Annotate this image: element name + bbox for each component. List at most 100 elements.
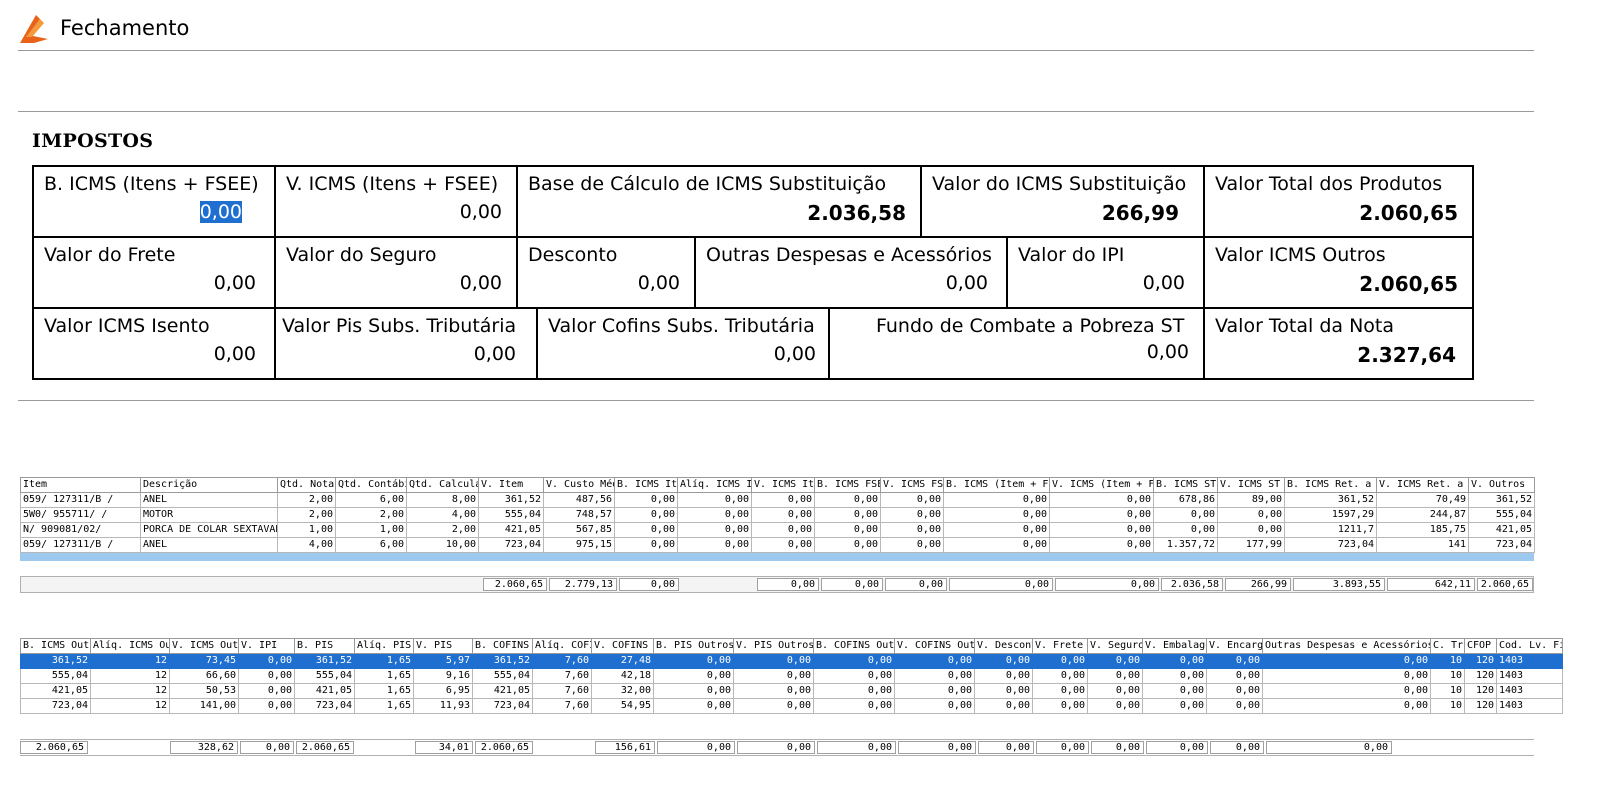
column-header[interactable]: V. Item bbox=[478, 477, 544, 493]
table-cell[interactable]: 1,65 bbox=[354, 653, 414, 669]
column-header[interactable]: C. Trib. bbox=[1430, 638, 1465, 654]
table-row[interactable]: 723,04 12 141,00 0,00 723,04 1,65 11,93 723,04 7… bbox=[20, 698, 1563, 714]
table-cell[interactable]: 0,00 bbox=[1206, 668, 1263, 684]
table-cell[interactable]: 748,57 bbox=[543, 507, 615, 523]
column-header[interactable]: Alíq. ICMS Outros bbox=[90, 638, 170, 654]
table-cell[interactable]: 2,00 bbox=[277, 492, 336, 508]
column-header[interactable]: V. IPI bbox=[238, 638, 295, 654]
table-cell[interactable]: ANEL bbox=[140, 537, 278, 553]
field-value-input[interactable]: 0,00 bbox=[199, 201, 242, 223]
table-cell[interactable]: N/ 909081/02/ bbox=[20, 522, 141, 538]
table-cell[interactable]: 0,00 bbox=[894, 698, 975, 714]
table-cell[interactable]: 244,87 bbox=[1376, 507, 1469, 523]
column-header[interactable]: V. ICMS FSEE bbox=[880, 477, 944, 493]
table-row[interactable]: 059/ 127311/B / ANEL 2,00 6,00 8,00 361,52 487… bbox=[20, 492, 1535, 508]
field-valor-icms-outros[interactable]: Valor ICMS Outros 2.060,65 bbox=[1203, 236, 1474, 309]
field-desconto[interactable]: Desconto 0,00 bbox=[516, 236, 696, 309]
table-cell[interactable]: 89,00 bbox=[1217, 492, 1285, 508]
field-valor-seguro[interactable]: Valor do Seguro 0,00 bbox=[274, 236, 518, 309]
table-cell[interactable]: 723,04 bbox=[472, 698, 533, 714]
table-cell[interactable]: 361,52 bbox=[294, 653, 355, 669]
table-cell[interactable]: 1597,29 bbox=[1284, 507, 1377, 523]
table-row[interactable]: 059/ 127311/B / ANEL 4,00 6,00 10,00 723,04 97… bbox=[20, 537, 1535, 553]
table-cell[interactable]: 12 bbox=[90, 683, 170, 699]
table-cell[interactable]: 0,00 bbox=[238, 698, 295, 714]
table-cell[interactable]: 1,65 bbox=[354, 668, 414, 684]
table-cell[interactable]: 059/ 127311/B / bbox=[20, 537, 141, 553]
table-cell[interactable]: 0,00 bbox=[1032, 698, 1088, 714]
table-cell[interactable]: 421,05 bbox=[478, 522, 544, 538]
table-cell[interactable]: 0,00 bbox=[1206, 683, 1263, 699]
table-cell[interactable]: 0,00 bbox=[880, 492, 944, 508]
column-header[interactable]: Outras Despesas e Acessórios bbox=[1262, 638, 1431, 654]
table-cell[interactable]: 0,00 bbox=[1262, 683, 1431, 699]
table-cell[interactable]: 0,00 bbox=[1153, 507, 1218, 523]
table-cell[interactable]: 4,00 bbox=[277, 537, 336, 553]
table-cell[interactable]: 0,00 bbox=[733, 668, 814, 684]
table-cell[interactable]: 0,00 bbox=[1142, 683, 1207, 699]
column-header[interactable]: CFOP bbox=[1464, 638, 1497, 654]
table-cell[interactable]: 059/ 127311/B / bbox=[20, 492, 141, 508]
table-cell[interactable]: 1.357,72 bbox=[1153, 537, 1218, 553]
field-valor-frete[interactable]: Valor do Frete 0,00 bbox=[32, 236, 276, 309]
table-cell[interactable]: MOTOR bbox=[140, 507, 278, 523]
table-cell[interactable]: 0,00 bbox=[894, 683, 975, 699]
table-cell[interactable]: 0,00 bbox=[751, 492, 815, 508]
table-cell[interactable]: 0,00 bbox=[1032, 653, 1088, 669]
table-cell[interactable]: 11,93 bbox=[413, 698, 473, 714]
table-cell[interactable]: 0,00 bbox=[733, 698, 814, 714]
field-outras-despesas[interactable]: Outras Despesas e Acessórios 0,00 bbox=[694, 236, 1008, 309]
table-cell[interactable]: 73,45 bbox=[169, 653, 239, 669]
table-cell[interactable]: 0,00 bbox=[1142, 668, 1207, 684]
table-cell[interactable]: 0,00 bbox=[1049, 507, 1154, 523]
field-b-icms-itens-fsee[interactable]: B. ICMS (Itens + FSEE) 0,00 bbox=[32, 165, 276, 238]
field-v-icms-itens-fsee[interactable]: V. ICMS (Itens + FSEE) 0,00 bbox=[274, 165, 518, 238]
table-row[interactable]: N/ 909081/02/PORCA DE COLAR SEXTAVAD 1,00… bbox=[20, 522, 1535, 538]
column-header[interactable]: B. ICMS FSEE bbox=[814, 477, 881, 493]
column-header[interactable]: B. ICMS Item bbox=[614, 477, 678, 493]
table-cell[interactable]: 555,04 bbox=[20, 668, 91, 684]
table-cell[interactable]: 723,04 bbox=[1284, 537, 1377, 553]
table-cell[interactable]: 0,00 bbox=[814, 537, 881, 553]
table-cell[interactable]: 7,60 bbox=[532, 668, 592, 684]
table-cell[interactable]: 54,95 bbox=[591, 698, 654, 714]
table-cell[interactable]: 185,75 bbox=[1376, 522, 1469, 538]
table-cell[interactable]: 42,18 bbox=[591, 668, 654, 684]
table-cell[interactable]: 4,00 bbox=[406, 507, 479, 523]
table-cell[interactable]: 0,00 bbox=[238, 683, 295, 699]
table-cell[interactable]: 7,60 bbox=[532, 683, 592, 699]
table-cell[interactable]: 1403 bbox=[1496, 668, 1563, 684]
table-cell[interactable]: 0,00 bbox=[813, 668, 895, 684]
table-cell[interactable]: 0,00 bbox=[974, 668, 1033, 684]
table-cell[interactable]: 9,16 bbox=[413, 668, 473, 684]
table-cell[interactable]: 5W0/ 955711/ / bbox=[20, 507, 141, 523]
table-cell[interactable]: 0,00 bbox=[894, 668, 975, 684]
column-header[interactable]: V. Frete bbox=[1032, 638, 1088, 654]
column-header[interactable]: V. ICMS Ret. a Rec. bbox=[1376, 477, 1469, 493]
column-header[interactable]: V. PIS Outros bbox=[733, 638, 814, 654]
table-cell[interactable]: 2,00 bbox=[277, 507, 336, 523]
column-header[interactable]: B. PIS bbox=[294, 638, 355, 654]
table-cell[interactable]: 361,52 bbox=[472, 653, 533, 669]
table-cell[interactable]: 141,00 bbox=[169, 698, 239, 714]
table-cell[interactable]: 120 bbox=[1464, 698, 1497, 714]
table-cell[interactable]: 177,99 bbox=[1217, 537, 1285, 553]
table-cell[interactable]: 1,00 bbox=[277, 522, 336, 538]
column-header[interactable]: V. Desconto bbox=[974, 638, 1033, 654]
table-cell[interactable]: 0,00 bbox=[238, 653, 295, 669]
table-cell[interactable]: 5,97 bbox=[413, 653, 473, 669]
table-cell[interactable]: 1,65 bbox=[354, 698, 414, 714]
table-cell[interactable]: 2,00 bbox=[406, 522, 479, 538]
table-cell[interactable]: 0,00 bbox=[1087, 668, 1143, 684]
table-cell[interactable]: 0,00 bbox=[1142, 698, 1207, 714]
table-cell[interactable]: 0,00 bbox=[814, 507, 881, 523]
table-cell[interactable]: 0,00 bbox=[614, 492, 678, 508]
table-cell[interactable]: 555,04 bbox=[472, 668, 533, 684]
table-cell[interactable]: 0,00 bbox=[1142, 653, 1207, 669]
table-cell[interactable]: 0,00 bbox=[1032, 683, 1088, 699]
field-fundo-combate-pobreza-st[interactable]: Fundo de Combate a Pobreza ST 0,00 bbox=[828, 307, 1205, 380]
table-cell[interactable]: 723,04 bbox=[20, 698, 91, 714]
table-cell[interactable]: 555,04 bbox=[1468, 507, 1535, 523]
table-cell[interactable]: 0,00 bbox=[653, 683, 734, 699]
